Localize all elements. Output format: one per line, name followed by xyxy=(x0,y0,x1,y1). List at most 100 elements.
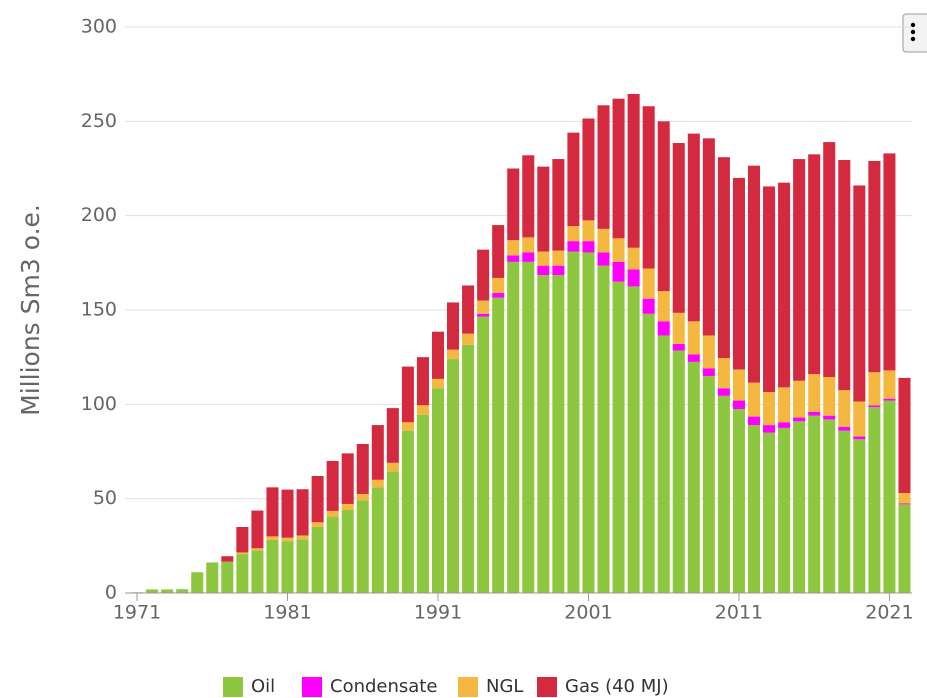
x-tick-label: 1971 xyxy=(113,602,161,624)
bar-segment xyxy=(326,516,339,593)
bar-segment xyxy=(447,302,460,350)
bar-segment xyxy=(853,185,866,402)
bar-segment xyxy=(251,510,264,549)
bar-segment xyxy=(386,462,399,472)
bar-segment xyxy=(447,349,460,360)
bar-segment xyxy=(462,285,475,334)
bar-segment xyxy=(236,552,249,555)
bar-segment xyxy=(717,157,730,359)
bar-segment xyxy=(687,133,700,322)
bar-segment xyxy=(597,228,610,253)
legend-swatch xyxy=(458,677,478,697)
bar-segment xyxy=(552,265,565,276)
bar-segment xyxy=(853,439,866,593)
legend-label: Condensate xyxy=(330,676,437,697)
bar-segment xyxy=(672,350,685,593)
bar-segment xyxy=(582,118,595,221)
bar-segment xyxy=(687,321,700,355)
bar-segment xyxy=(627,286,640,593)
bar-segment xyxy=(898,493,911,504)
bar-segment xyxy=(447,359,460,593)
bar-segment xyxy=(462,333,475,345)
bar-segment xyxy=(296,535,309,540)
bar-segment xyxy=(732,409,745,593)
bar-segment xyxy=(868,372,881,406)
bar-segment xyxy=(266,539,279,593)
bar-segment xyxy=(296,539,309,593)
bar-segment xyxy=(401,366,414,423)
bar-segment xyxy=(793,417,806,422)
bar-segment xyxy=(898,377,911,494)
bar-segment xyxy=(672,143,685,313)
bar-segment xyxy=(883,400,896,593)
bar-segment xyxy=(567,251,580,593)
bar-segment xyxy=(672,312,685,344)
bar-segment xyxy=(763,425,776,433)
bar-segment xyxy=(341,509,354,593)
y-tick-label: 250 xyxy=(81,110,117,132)
bar-segment xyxy=(251,548,264,551)
bar-segment xyxy=(416,357,429,406)
bar-segment xyxy=(732,400,745,410)
bar-segment xyxy=(823,376,836,416)
x-tick-label: 2011 xyxy=(715,602,763,624)
bar-segment xyxy=(341,453,354,504)
bar-segment xyxy=(477,249,490,301)
bar-segment xyxy=(642,313,655,593)
bar-segment xyxy=(687,361,700,593)
bar-segment xyxy=(537,166,550,252)
bar-segment xyxy=(507,240,520,256)
bar-segment xyxy=(311,526,324,593)
bar-segment xyxy=(507,168,520,241)
bar-segment xyxy=(146,589,159,593)
bar-segment xyxy=(236,526,249,553)
bar-segment xyxy=(191,572,204,593)
bar-segment xyxy=(597,252,610,266)
bar-segment xyxy=(492,225,505,278)
legend-swatch xyxy=(302,677,322,697)
bar-segment xyxy=(717,358,730,389)
bar-segment xyxy=(883,370,896,399)
bar-segment xyxy=(477,300,490,314)
bar-segment xyxy=(221,556,234,562)
bar-segment xyxy=(808,154,821,375)
bar-segment xyxy=(838,426,851,431)
bar-segment xyxy=(522,155,535,238)
bar-segment xyxy=(266,536,279,540)
bar-segment xyxy=(176,589,189,593)
bar-segment xyxy=(477,313,490,317)
bar-segment xyxy=(868,160,881,373)
bar-segment xyxy=(356,493,369,501)
bar-segment xyxy=(161,589,174,593)
bar-segment xyxy=(687,354,700,362)
y-tick-label: 0 xyxy=(105,582,117,604)
bar-segment xyxy=(507,261,520,593)
bar-segment xyxy=(567,241,580,252)
bar-segment xyxy=(236,554,249,593)
bar-segment xyxy=(642,268,655,299)
bar-segment xyxy=(567,132,580,227)
bar-segment xyxy=(552,159,565,251)
bar-segment xyxy=(657,121,670,292)
y-tick-label: 150 xyxy=(81,299,117,321)
bar-segment xyxy=(356,500,369,593)
bar-segment xyxy=(808,415,821,593)
bar-segment xyxy=(657,291,670,322)
menu-button[interactable] xyxy=(902,13,927,53)
bar-segment xyxy=(281,541,294,593)
bar-segment xyxy=(853,401,866,437)
bar-segment xyxy=(371,487,384,593)
legend-swatch xyxy=(223,677,243,697)
legend-swatch xyxy=(537,677,557,697)
y-tick-label: 100 xyxy=(81,393,117,415)
bar-segment xyxy=(672,343,685,351)
bar-segment xyxy=(326,510,339,517)
bar-segment xyxy=(507,255,520,262)
bar-segment xyxy=(627,247,640,270)
bar-segment xyxy=(386,471,399,593)
bar-segment xyxy=(221,561,234,593)
bar-segment xyxy=(717,395,730,593)
bar-segment xyxy=(251,550,264,593)
bar-segment xyxy=(537,275,550,593)
bar-segment xyxy=(281,537,294,542)
